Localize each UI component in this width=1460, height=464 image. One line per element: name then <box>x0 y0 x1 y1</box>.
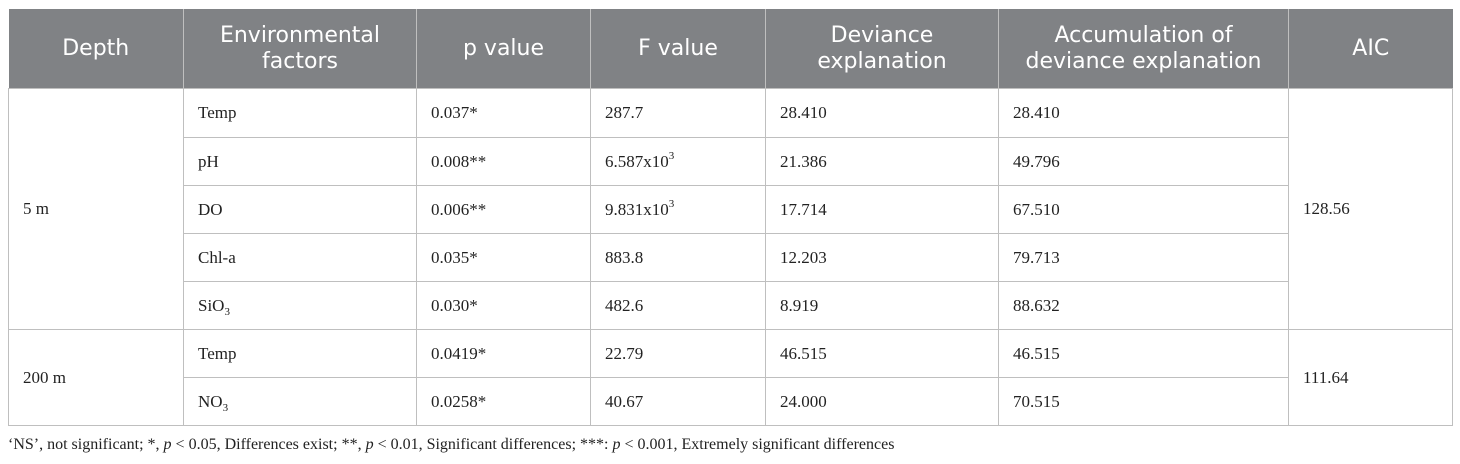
header-depth: Depth <box>8 9 184 89</box>
deviance-cell: 12.203 <box>765 233 999 282</box>
factor-cell: SiO3 <box>183 281 417 330</box>
header-aic: AIC <box>1288 9 1453 89</box>
header-f-value: F value <box>590 9 766 89</box>
deviance-cell: 8.919 <box>765 281 999 330</box>
p-value-cell: 0.008** <box>416 137 591 186</box>
factor-cell: NO3 <box>183 377 417 426</box>
gam-results-table: Depth Environmental factors p value F val… <box>8 9 1453 426</box>
deviance-cell: 28.410 <box>765 88 999 138</box>
p-value-cell: 0.0419* <box>416 329 591 378</box>
f-value-cell: 6.587x103 <box>590 137 766 186</box>
deviance-cell: 46.515 <box>765 329 999 378</box>
table-row: Chl-a 0.035* 883.8 12.203 79.713 <box>9 233 1453 282</box>
factor-cell: DO <box>183 185 417 234</box>
accumulation-cell: 67.510 <box>998 185 1289 234</box>
p-value-cell: 0.0258* <box>416 377 591 426</box>
deviance-cell: 17.714 <box>765 185 999 234</box>
results-table-container: Depth Environmental factors p value F val… <box>8 9 1453 426</box>
factor-cell: Chl-a <box>183 233 417 282</box>
p-value-cell: 0.006** <box>416 185 591 234</box>
depth-cell: 5 m <box>8 88 184 330</box>
table-row: DO 0.006** 9.831x103 17.714 67.510 <box>9 185 1453 234</box>
f-value-cell: 9.831x103 <box>590 185 766 234</box>
p-value-cell: 0.030* <box>416 281 591 330</box>
factor-cell: Temp <box>183 329 417 378</box>
p-value-cell: 0.037* <box>416 88 591 138</box>
accumulation-cell: 28.410 <box>998 88 1289 138</box>
accumulation-cell: 46.515 <box>998 329 1289 378</box>
f-value-cell: 883.8 <box>590 233 766 282</box>
header-p-value: p value <box>416 9 591 89</box>
accumulation-cell: 88.632 <box>998 281 1289 330</box>
aic-cell: 111.64 <box>1288 329 1453 426</box>
factor-cell: Temp <box>183 88 417 138</box>
aic-cell: 128.56 <box>1288 88 1453 330</box>
deviance-cell: 21.386 <box>765 137 999 186</box>
f-value-cell: 22.79 <box>590 329 766 378</box>
header-row: Depth Environmental factors p value F val… <box>8 9 1453 89</box>
f-value-cell: 287.7 <box>590 88 766 138</box>
header-deviance-explanation: Deviance explanation <box>765 9 999 89</box>
header-accumulation-of-deviance: Accumulation of deviance explanation <box>998 9 1289 89</box>
header-environmental-factors: Environmental factors <box>183 9 417 89</box>
accumulation-cell: 70.515 <box>998 377 1289 426</box>
p-value-cell: 0.035* <box>416 233 591 282</box>
table-row: NO3 0.0258* 40.67 24.000 70.515 <box>9 377 1453 426</box>
accumulation-cell: 79.713 <box>998 233 1289 282</box>
factor-cell: pH <box>183 137 417 186</box>
table-footnote: ‘NS’, not significant; *, p < 0.05, Diff… <box>8 436 895 453</box>
deviance-cell: 24.000 <box>765 377 999 426</box>
table-row: 200 m Temp 0.0419* 22.79 46.515 46.515 1… <box>8 329 1453 426</box>
table-row: 5 m Temp 0.037* 287.7 28.410 28.410 128.… <box>8 88 1453 330</box>
f-value-cell: 40.67 <box>590 377 766 426</box>
table-row: pH 0.008** 6.587x103 21.386 49.796 <box>9 137 1453 186</box>
table-row: SiO3 0.030* 482.6 8.919 88.632 <box>9 281 1453 330</box>
accumulation-cell: 49.796 <box>998 137 1289 186</box>
f-value-cell: 482.6 <box>590 281 766 330</box>
depth-cell: 200 m <box>8 329 184 426</box>
